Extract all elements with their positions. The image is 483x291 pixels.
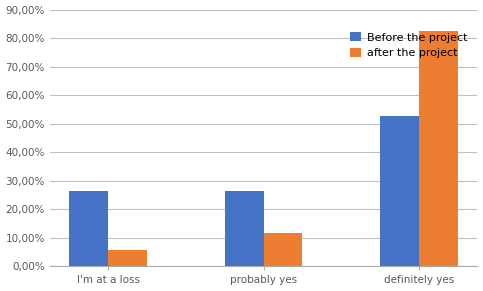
Legend: Before the project, after the project: Before the project, after the project: [346, 28, 472, 63]
Bar: [69, 191, 108, 267]
Bar: [419, 31, 458, 267]
Bar: [380, 116, 419, 267]
Bar: [225, 191, 264, 267]
Bar: [264, 233, 302, 267]
Bar: [108, 250, 147, 267]
